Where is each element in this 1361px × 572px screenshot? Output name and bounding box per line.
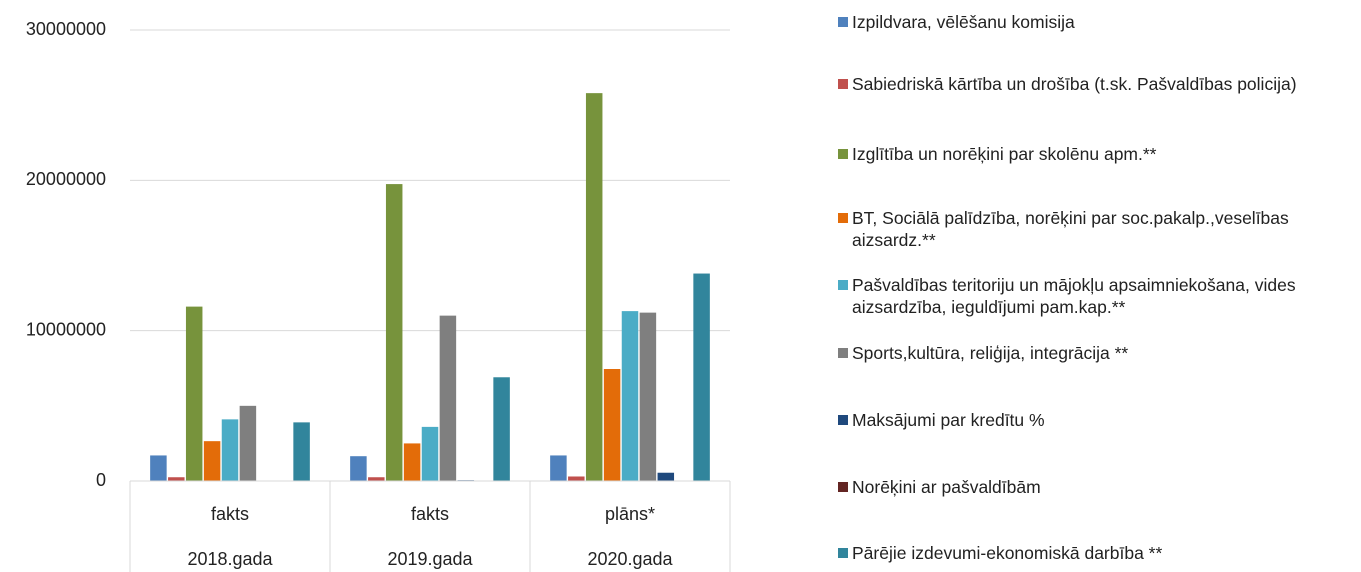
legend-item: Izglītība un norēķini par skolēnu apm.** — [836, 143, 1356, 165]
legend-label: Pārējie izdevumi-ekonomiskā darbība ** — [852, 543, 1163, 563]
legend-swatch — [838, 548, 848, 558]
legend-label: BT, Sociālā palīdzība, norēķini par soc.… — [852, 208, 1289, 250]
bar — [239, 405, 257, 481]
legend-item: Sabiedriskā kārtība un drošība (t.sk. Pa… — [836, 73, 1356, 95]
bar — [603, 369, 621, 481]
y-tick-label: 30000000 — [26, 19, 106, 39]
bar — [421, 426, 439, 481]
bar — [657, 472, 675, 481]
x-tick-label: fakts — [411, 504, 449, 524]
x-group-label: 2018.gada — [187, 549, 273, 569]
legend-item: Norēķini ar pašvaldībām — [836, 476, 1356, 498]
x-tick-label: plāns* — [605, 504, 655, 524]
bar — [185, 306, 203, 481]
legend-swatch — [838, 79, 848, 89]
legend-swatch — [838, 415, 848, 425]
bar — [621, 311, 639, 481]
legend-swatch — [838, 482, 848, 492]
legend-label: Sabiedriskā kārtība un drošība (t.sk. Pa… — [852, 74, 1297, 94]
chart: 0 10000000 20000000 30000000 fakts 2018.gada f… — [26, 19, 731, 572]
legend-label: Sports,kultūra, reliģija, integrācija ** — [852, 343, 1129, 363]
bar — [385, 184, 403, 481]
legend-swatch — [838, 348, 848, 358]
bar — [150, 455, 167, 481]
y-tick-label: 0 — [96, 470, 106, 490]
legend-label: Izpildvara, vēlēšanu komisija — [852, 12, 1075, 32]
bar — [639, 312, 657, 481]
x-tick-label: fakts — [211, 504, 249, 524]
legend-label: Izglītība un norēķini par skolēnu apm.** — [852, 144, 1157, 164]
legend-swatch — [838, 149, 848, 159]
bar — [693, 273, 710, 481]
x-group-label: 2019.gada — [387, 549, 473, 569]
legend-item: Sports,kultūra, reliģija, integrācija ** — [836, 342, 1356, 364]
y-tick-label: 10000000 — [26, 319, 106, 339]
bar — [221, 419, 239, 481]
bar — [403, 443, 421, 481]
bar — [350, 456, 367, 481]
legend-item: BT, Sociālā palīdzība, norēķini par soc.… — [836, 207, 1356, 251]
legend-label: Norēķini ar pašvaldībām — [852, 477, 1041, 497]
bar — [293, 422, 310, 481]
legend-item: Maksājumi par kredītu % — [836, 409, 1356, 431]
bar — [568, 476, 585, 481]
bar — [493, 377, 510, 481]
legend-label: Pašvaldības teritoriju un mājokļu apsaim… — [852, 275, 1296, 317]
legend-swatch — [838, 213, 848, 223]
y-tick-label: 20000000 — [26, 169, 106, 189]
legend-swatch — [838, 280, 848, 290]
legend-item: Pašvaldības teritoriju un mājokļu apsaim… — [836, 274, 1356, 318]
legend-label: Maksājumi par kredītu % — [852, 410, 1045, 430]
bar — [368, 477, 385, 481]
legend-item: Izpildvara, vēlēšanu komisija — [836, 11, 1356, 33]
bar — [168, 477, 185, 481]
bar — [585, 93, 603, 481]
x-group-label: 2020.gada — [587, 549, 673, 569]
bar — [550, 455, 567, 481]
bar — [203, 441, 221, 481]
legend-item: Pārējie izdevumi-ekonomiskā darbība ** — [836, 542, 1356, 564]
bar — [439, 315, 457, 481]
legend-swatch — [838, 17, 848, 27]
